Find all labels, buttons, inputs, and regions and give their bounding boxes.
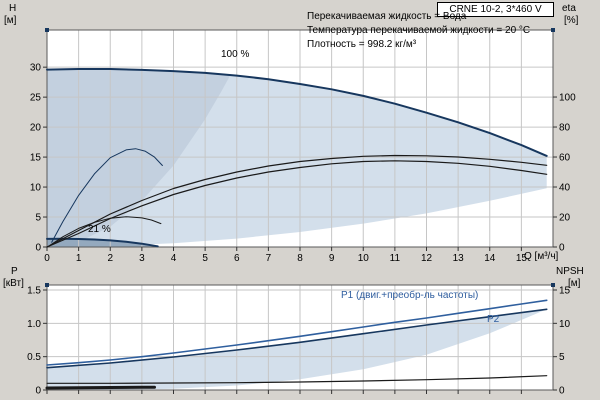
power-series-p-21pct (45, 385, 156, 390)
h-axis-unit: [м] (4, 15, 17, 26)
npsh-axis-unit: [м] (568, 278, 581, 289)
h-axis-symbol: H (9, 3, 17, 14)
y-right-tick-label: 0 (559, 386, 565, 397)
axis-cap (551, 283, 555, 287)
p-axis-symbol: P (11, 266, 18, 277)
y-left-tick-label: 30 (30, 63, 42, 74)
pump-model-title: CRNE 10-2, 3*460 V (437, 2, 554, 17)
y-right-tick-label: 10 (559, 319, 571, 330)
p2-curve-label: P2 (487, 314, 500, 325)
npsh-axis-symbol: NPSH (556, 266, 584, 277)
eta-axis-unit: [%] (564, 15, 579, 26)
y-left-tick-label: 20 (30, 123, 42, 134)
y-right-tick-label: 0 (559, 243, 565, 254)
x-tick-label: 9 (329, 253, 335, 264)
y-right-tick-label: 20 (559, 213, 571, 224)
qh-series-head-100pct (46, 68, 548, 157)
x-tick-label: 2 (107, 253, 113, 264)
qh-series-arc-small-1 (51, 148, 163, 243)
x-tick-label: 13 (453, 253, 465, 264)
x-tick-label: 3 (139, 253, 145, 264)
x-tick-label: 7 (266, 253, 272, 264)
x-tick-label: 15 (516, 253, 528, 264)
power-series-npsh (46, 375, 548, 384)
axis-cap (551, 28, 555, 32)
qh-series-arc-small-2 (49, 216, 162, 246)
x-tick-label: 11 (390, 253, 401, 264)
qh-region-left-wedge (47, 69, 231, 247)
power-region-power-envelope (47, 309, 547, 390)
x-tick-label: 5 (202, 253, 208, 264)
y-left-tick-label: 15 (30, 153, 42, 164)
x-tick-label: 10 (358, 253, 370, 264)
x-tick-label: 12 (421, 253, 433, 264)
p-axis-unit: [кВт] (3, 278, 24, 289)
power-series-p1 (46, 299, 548, 366)
x-tick-label: 14 (484, 253, 496, 264)
fluid-info-line: Плотность = 998.2 кг/м³ (307, 39, 417, 50)
y-left-tick-label: 5 (35, 213, 41, 224)
p1-curve-label: P1 (двиг.+преобр-ль частоты) (341, 290, 479, 301)
y-right-tick-label: 5 (559, 352, 565, 363)
y-right-tick-label: 60 (559, 153, 571, 164)
x-tick-label: 4 (171, 253, 177, 264)
qh-region-min-speed-area (47, 238, 158, 247)
x-tick-label: 1 (76, 253, 82, 264)
qh-series-eta-2 (46, 160, 548, 248)
y-right-tick-label: 100 (559, 93, 576, 104)
y-left-tick-label: 0.5 (27, 352, 41, 363)
y-left-tick-label: 10 (30, 183, 42, 194)
speed-21-label: 21 % (88, 224, 111, 235)
y-left-tick-label: 0 (35, 386, 41, 397)
y-left-tick-label: 25 (30, 93, 42, 104)
y-right-tick-label: 80 (559, 123, 571, 134)
power-series-p2 (46, 308, 548, 369)
x-tick-label: 6 (234, 253, 240, 264)
speed-100-label: 100 % (221, 49, 250, 60)
x-tick-label: 0 (44, 253, 50, 264)
y-right-tick-label: 15 (559, 286, 571, 297)
fluid-info-block: Перекачиваемая жидкость = Вода Температу… (307, 10, 530, 52)
q-axis-unit: Q [м³/ч] (524, 251, 559, 262)
axis-cap (45, 28, 49, 32)
eta-axis-symbol: eta (562, 3, 576, 14)
y-left-tick-label: 1.0 (27, 319, 41, 330)
axis-cap (45, 283, 49, 287)
y-left-tick-label: 1.5 (27, 286, 41, 297)
qh-series-eta-1 (46, 154, 548, 248)
y-left-tick-label: 0 (35, 243, 41, 254)
x-tick-label: 8 (297, 253, 303, 264)
y-right-tick-label: 40 (559, 183, 571, 194)
fluid-info-line: Перекачиваемая жидкость = Вода (307, 11, 467, 22)
fluid-info-line: Температура перекачиваемой жидкости = 20… (307, 25, 531, 36)
